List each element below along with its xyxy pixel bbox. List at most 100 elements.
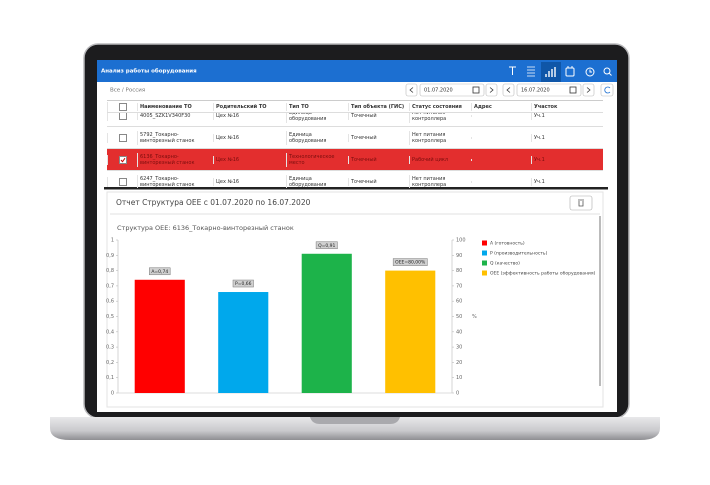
table-cell: Единица оборудования [286,174,348,188]
check [120,157,125,163]
y-tick-label: 0,9 [106,253,114,259]
checkbox[interactable] [118,113,127,120]
y2-tick-label: 30 [456,345,462,351]
table-cell: Цех №16 [213,177,286,186]
column-header[interactable]: Тип ТО [286,102,348,111]
checkbox[interactable] [118,177,127,186]
label-box [392,258,428,266]
table-cell: 6247_Токарно-винторезный станок [137,174,213,188]
legend-swatch [482,260,487,266]
y2-tick-label: 10 [456,375,462,381]
table-cell [471,136,531,139]
selected-row[interactable]: 6136_Токарно-винторезный станок Цех №16 Те… [107,149,603,171]
legend-label: OEE (эффективность работы оборудования) [490,271,596,277]
table-cell: 5792_Токарно-винторезный станок [137,130,213,145]
column-header[interactable]: Тип объекта (ГИС) [348,102,409,111]
checkbox[interactable] [118,155,127,164]
table-cell: Рабочий цикл [409,155,471,164]
y-tick-label: 0,5 [106,314,114,320]
notch [310,417,400,424]
table-cell: Единица оборудования [286,130,348,145]
label-box [232,279,254,288]
table-cell: Точечный [348,177,409,186]
header-checkbox-cell [107,101,137,112]
column-header[interactable]: Родительский ТО [213,102,286,111]
y2-tick-label: 0 [456,391,459,397]
splitter[interactable] [104,187,608,190]
table-cell: Точечный [348,155,409,164]
table-cell: Нет питания контроллера [409,174,471,188]
data-label: A=0,74 [151,269,168,275]
table-cell [471,158,531,161]
y-tick-label: 1 [111,238,114,244]
table-cell: Точечный [348,133,409,142]
table-row[interactable]: 6247_Токарно-винторезный станок Цех №16 Ед… [107,171,603,188]
y-tick-label: 0,7 [106,283,114,289]
table-cell: Нет питания контроллера [409,113,471,123]
y-tick-label: 0,4 [106,329,114,335]
date-from[interactable]: 01.07.2020 [424,88,453,94]
table-header: Наименование ТО Родительский ТО Тип ТО Тип … [107,100,603,113]
value-label: P=0,66 [232,279,254,288]
delete-button[interactable] [569,195,593,211]
column-header[interactable]: Адрес [471,102,531,111]
table-cell: Единица оборудования [286,113,348,123]
bar [385,270,436,393]
value-label: A=0,74 [149,267,171,276]
bar [218,292,269,393]
checkbox-cell [107,154,137,165]
table-cell [471,180,531,183]
arrows [409,86,611,94]
table-cell: Цех №16 [213,113,286,120]
data-label: Q=0,91 [318,243,335,249]
legend-swatch [482,250,487,256]
y-tick-label: 0,2 [106,360,114,366]
checkbox[interactable] [118,102,127,111]
y-tick-label: 0 [111,391,114,397]
label-box [315,241,338,250]
table-cell: Уч.1 [531,155,603,164]
table-row[interactable]: 5792_Токарно-винторезный станок Цех №16 Ед… [107,127,603,149]
table-cell: 4005_SZK1V340F30 [137,113,213,120]
label-box [149,267,171,276]
app-title: Анализ работы оборудования [101,68,197,75]
table-cell: Нет питания контроллера [409,130,471,145]
y2-axis-label: % [472,314,477,320]
data-label: OEE=80,00% [395,260,426,266]
report-panel [106,191,604,408]
y2-tick-label: 100 [456,238,466,244]
bar [301,253,352,393]
y2-tick-label: 50 [456,314,462,320]
table-cell: 6136_Токарно-винторезный станок [137,152,213,167]
y2-tick-label: 60 [456,299,462,305]
scrollbar[interactable] [599,216,601,386]
chart-title: Структура ОЕЕ: 6136_Токарно-винторезный … [117,224,294,232]
check-mark [120,157,125,163]
column-header[interactable]: Участок [531,102,603,111]
table-cell: Цех №16 [213,133,286,142]
header-icons[interactable] [509,62,612,82]
y2-tick-label: 70 [456,283,462,289]
checkbox[interactable] [118,133,127,142]
date-controls[interactable] [405,83,614,97]
checkbox-cell [107,113,137,121]
y-tick-label: 0,3 [106,345,114,351]
checkbox-cell [107,132,137,143]
bar [134,279,185,393]
column-header[interactable]: Статус состояния [409,102,471,111]
table-cell: Цех №16 [213,155,286,164]
column-header[interactable]: Наименование ТО [137,102,213,111]
equipment-table: Наименование ТО Родительский ТО Тип ТО Тип … [107,100,603,188]
value-label: OEE=80,00% [392,258,428,266]
breadcrumb[interactable]: Все / Россия [110,88,145,94]
data-label: P=0,66 [235,281,252,287]
y-tick-label: 0,1 [106,375,114,381]
legend-swatch [482,240,487,246]
y-tick-label: 0,8 [106,268,114,274]
date-to[interactable]: 16.07.2020 [521,88,550,94]
y2-tick-label: 20 [456,360,462,366]
